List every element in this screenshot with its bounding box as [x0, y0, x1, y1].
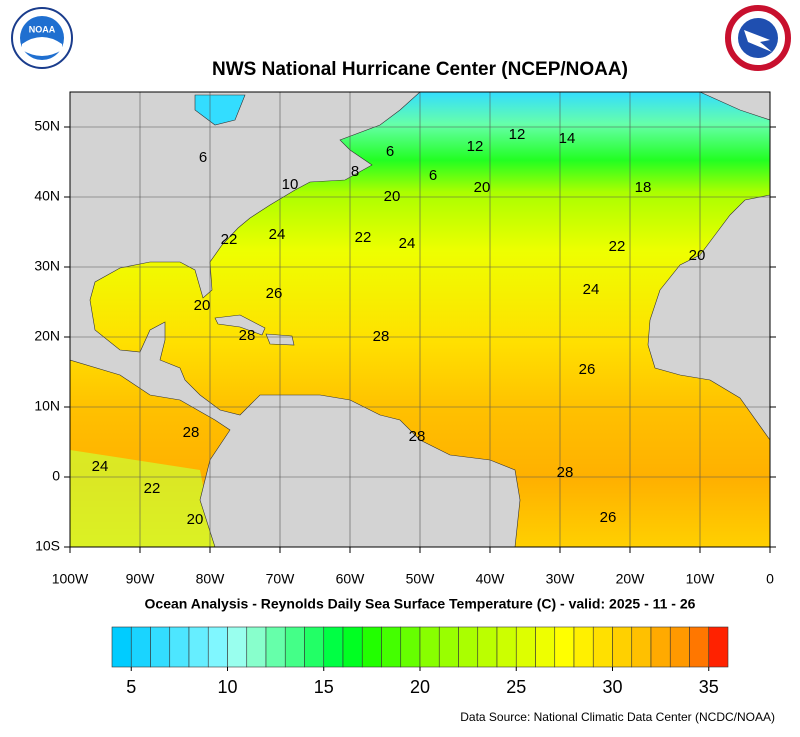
contour-label: 22: [144, 480, 161, 497]
colorbar-label: 35: [699, 677, 719, 697]
contour-label: 20: [474, 179, 491, 196]
colorbar-box: [130, 626, 151, 668]
y-tick-label: 20N: [34, 328, 60, 344]
y-tick-label: 30N: [34, 258, 60, 274]
source: Data Source: National Climatic Data Cent…: [460, 710, 775, 724]
contour-label: 20: [194, 297, 211, 314]
colorbar-box: [669, 626, 690, 668]
contour-label: 20: [187, 511, 204, 528]
x-tick-label: 40W: [476, 571, 506, 587]
contour-label: 20: [689, 247, 706, 264]
contour-label: 22: [221, 231, 238, 248]
contour-label: 24: [399, 235, 416, 252]
colorbar-box: [496, 626, 517, 668]
colorbar-box: [342, 626, 363, 668]
colorbar-box: [535, 626, 556, 668]
colorbar-box: [246, 626, 267, 668]
colorbar-box: [689, 626, 710, 668]
colorbar-box: [304, 626, 325, 668]
colorbar-box: [631, 626, 652, 668]
colorbar-box: [111, 626, 132, 668]
noaa-logo: NOAA: [11, 7, 73, 69]
contour-label: 8: [351, 163, 359, 180]
x-tick-label: 70W: [266, 571, 296, 587]
colorbar-box: [650, 626, 671, 668]
contour-label: 26: [579, 361, 596, 378]
x-tick-label: 0: [766, 571, 774, 587]
x-tick-label: 30W: [546, 571, 576, 587]
colorbar-box: [592, 626, 613, 668]
contour-label: 28: [409, 428, 426, 445]
contour-label: 10: [282, 176, 299, 193]
colorbar-box: [361, 626, 382, 668]
colorbar-box: [708, 626, 729, 668]
colorbar-box: [438, 626, 459, 668]
colorbar-box: [554, 626, 575, 668]
colorbar-box: [150, 626, 171, 668]
ocean-band: [70, 450, 215, 547]
x-tick-label: 10W: [686, 571, 716, 587]
contour-label: 26: [266, 285, 283, 302]
x-tick-label: 50W: [406, 571, 436, 587]
contour-label: 12: [467, 138, 484, 155]
contour-label: 20: [384, 188, 401, 205]
contour-label: 14: [559, 130, 576, 147]
colorbar-box: [419, 626, 440, 668]
contour-label: 24: [92, 458, 109, 475]
grid-layer: [69, 92, 771, 548]
contour-label: 6: [199, 149, 207, 166]
colorbar-box: [612, 626, 633, 668]
contour-label: 26: [600, 509, 617, 526]
contour-label: 24: [583, 281, 600, 298]
contour-label: 28: [239, 327, 256, 344]
contour-label: 24: [269, 226, 286, 243]
colorbar-label: 5: [126, 677, 136, 697]
contour-label: 22: [609, 238, 626, 255]
logo-text: NOAA: [29, 24, 56, 34]
x-tick-label: 20W: [616, 571, 646, 587]
colorbar-label: 25: [506, 677, 526, 697]
x-tick-label: 100W: [52, 571, 89, 587]
colorbar-label: 20: [410, 677, 430, 697]
colorbar-label: 30: [602, 677, 622, 697]
y-tick-label: 10N: [34, 398, 60, 414]
colorbar-label: 15: [314, 677, 334, 697]
colorbar-box: [169, 626, 190, 668]
contour-label: 28: [183, 424, 200, 441]
y-tick-label: 50N: [34, 118, 60, 134]
colorbar-label: 10: [217, 677, 237, 697]
contour-label: 28: [557, 464, 574, 481]
colorbar-box: [284, 626, 305, 668]
colorbar-box: [458, 626, 479, 668]
subtitle: Ocean Analysis - Reynolds Daily Sea Surf…: [145, 596, 696, 612]
colorbar-box: [573, 626, 594, 668]
x-tick-label: 60W: [336, 571, 366, 587]
nws-logo: [725, 5, 791, 71]
y-tick-label: 0: [52, 468, 60, 484]
colorbar-box: [227, 626, 248, 668]
colorbar-box: [477, 626, 498, 668]
colorbar-box: [188, 626, 209, 668]
y-tick-label: 10S: [35, 538, 60, 554]
contour-label: 28: [373, 328, 390, 345]
colorbar-box: [323, 626, 344, 668]
colorbar-box: [207, 626, 228, 668]
x-tick-label: 80W: [196, 571, 226, 587]
colorbar-box: [265, 626, 286, 668]
colorbar-box: [400, 626, 421, 668]
colorbar-box: [515, 626, 536, 668]
contour-label: 12: [509, 126, 526, 143]
contour-label: 6: [386, 143, 394, 160]
x-tick-label: 90W: [126, 571, 156, 587]
hudson-bay: [194, 94, 246, 126]
contour-label: 6: [429, 167, 437, 184]
colorbar-box: [381, 626, 402, 668]
chart-title: NWS National Hurricane Center (NCEP/NOAA…: [212, 59, 628, 80]
contour-label: 22: [355, 229, 372, 246]
y-tick-label: 40N: [34, 188, 60, 204]
contour-label: 18: [635, 179, 652, 196]
